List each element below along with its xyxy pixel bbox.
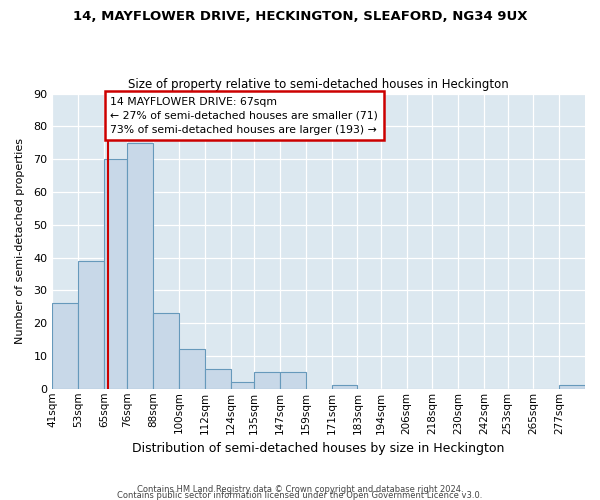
Y-axis label: Number of semi-detached properties: Number of semi-detached properties	[15, 138, 25, 344]
Title: Size of property relative to semi-detached houses in Heckington: Size of property relative to semi-detach…	[128, 78, 509, 91]
Bar	[78, 261, 104, 389]
Bar	[52, 304, 78, 389]
Bar	[104, 159, 127, 389]
Bar	[127, 143, 153, 389]
Bar	[254, 372, 280, 389]
Bar	[153, 314, 179, 389]
Bar	[332, 386, 358, 389]
Bar	[230, 382, 254, 389]
Bar	[179, 350, 205, 389]
Text: 14 MAYFLOWER DRIVE: 67sqm
← 27% of semi-detached houses are smaller (71)
73% of : 14 MAYFLOWER DRIVE: 67sqm ← 27% of semi-…	[110, 97, 378, 135]
Text: Contains public sector information licensed under the Open Government Licence v3: Contains public sector information licen…	[118, 490, 482, 500]
Bar	[205, 369, 230, 389]
X-axis label: Distribution of semi-detached houses by size in Heckington: Distribution of semi-detached houses by …	[133, 442, 505, 455]
Bar	[559, 386, 585, 389]
Text: Contains HM Land Registry data © Crown copyright and database right 2024.: Contains HM Land Registry data © Crown c…	[137, 484, 463, 494]
Bar	[280, 372, 306, 389]
Text: 14, MAYFLOWER DRIVE, HECKINGTON, SLEAFORD, NG34 9UX: 14, MAYFLOWER DRIVE, HECKINGTON, SLEAFOR…	[73, 10, 527, 23]
